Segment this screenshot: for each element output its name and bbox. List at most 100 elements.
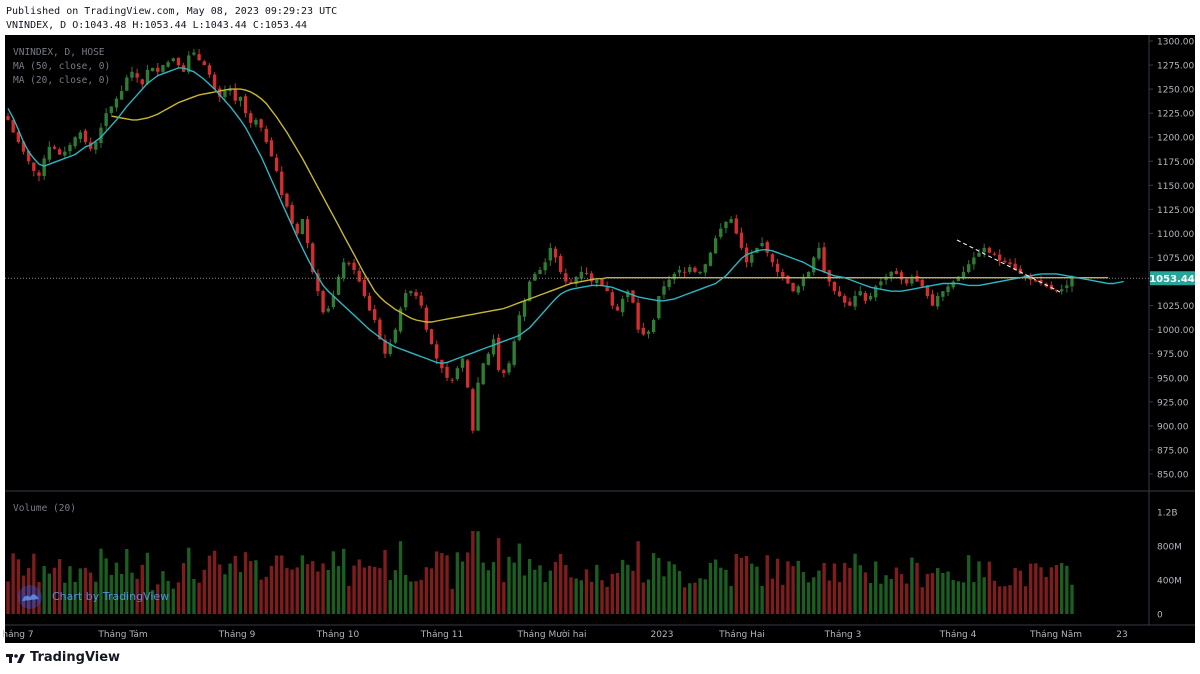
last-price-tag — [1150, 271, 1195, 286]
candle-body — [548, 247, 553, 261]
candle-body — [32, 162, 36, 171]
volume-bar — [641, 582, 645, 614]
volume-bar — [543, 582, 547, 614]
candle-body — [404, 293, 408, 308]
time-axis[interactable]: háng 7 Tháng Tám Tháng 9 Tháng 10 Tháng 11 Th… — [2, 629, 1127, 640]
candle-body — [326, 308, 330, 312]
candle-body — [863, 293, 868, 301]
price-tick-label: 1125.00 — [1157, 206, 1194, 216]
volume-bar — [512, 562, 516, 614]
volume-bar — [73, 581, 77, 614]
candle-body — [362, 279, 367, 296]
candle-body — [373, 309, 377, 321]
candle-body — [967, 264, 971, 273]
candle-body — [517, 315, 522, 341]
time-tick-label: 2023 — [651, 630, 674, 640]
candle-body — [574, 276, 578, 284]
candle-body — [393, 329, 398, 343]
volume-axis[interactable]: 1.2B 800M 400M 0 — [1157, 509, 1182, 621]
candle-body — [553, 248, 558, 258]
volume-bar — [1054, 565, 1059, 614]
candle-body — [770, 254, 775, 263]
price-axis[interactable]: 850.00 875.00 900.00 925.00 950.00 975.00 1000… — [1149, 38, 1194, 481]
candle-body — [631, 290, 635, 303]
volume-bar — [212, 550, 217, 614]
volume-bar — [729, 585, 733, 614]
volume-bar — [21, 575, 26, 614]
candle-body — [161, 65, 165, 72]
candle-body — [57, 149, 62, 155]
volume-bar — [497, 538, 501, 614]
candle-body — [724, 221, 728, 229]
time-tick-label: Tháng 4 — [939, 630, 977, 640]
legend-ma50[interactable]: MA (50, close, 0) — [13, 61, 110, 72]
volume-bar — [894, 567, 899, 614]
volume-bar — [600, 580, 604, 614]
candle-body — [843, 295, 847, 303]
volume-bar — [429, 568, 434, 614]
volume-bar — [982, 577, 986, 614]
footer[interactable]: TradingView — [6, 650, 120, 665]
candle-body — [646, 331, 651, 334]
volume-bar — [636, 541, 640, 614]
candle-body — [558, 256, 563, 272]
volume-bar — [987, 561, 992, 614]
candle-body — [1070, 278, 1074, 287]
time-tick-label: Tháng Tám — [97, 630, 147, 640]
legend-ma20[interactable]: MA (20, close, 0) — [13, 75, 110, 86]
volume-bar — [951, 580, 955, 614]
volume-bar — [657, 557, 661, 614]
volume-bar — [11, 553, 15, 614]
volume-bar — [414, 581, 418, 614]
footer-brand: TradingView — [30, 650, 121, 665]
candle-body — [615, 306, 620, 311]
volume-bar — [1029, 563, 1033, 614]
candle-body — [305, 219, 310, 244]
candle-body — [150, 67, 155, 72]
volume-bar — [367, 565, 372, 614]
candle-body — [445, 366, 449, 378]
candle-body — [342, 262, 346, 279]
volume-bar — [677, 570, 682, 614]
price-tick-label: 1150.00 — [1157, 182, 1194, 192]
volume-bar — [336, 566, 341, 614]
volume-tick-label: 800M — [1157, 543, 1182, 553]
ohlc-header: VNINDEX, D O:1043.48 H:1053.44 L:1043.44… — [6, 20, 308, 31]
candle-body — [698, 271, 702, 274]
volume-bar — [1034, 563, 1038, 614]
volume-bar — [972, 582, 976, 614]
volume-bar — [1018, 570, 1023, 614]
watermark[interactable]: Chart by TradingView — [18, 585, 169, 609]
time-tick-label: 23 — [1116, 630, 1127, 640]
candle-body — [941, 291, 945, 297]
candle-body — [1008, 262, 1012, 265]
candle-body — [889, 271, 893, 277]
legend-symbol[interactable]: VNINDEX, D, HOSE — [13, 47, 105, 58]
volume-bar — [708, 562, 713, 614]
volume-bar — [569, 577, 573, 614]
candle-body — [925, 285, 930, 296]
volume-bar — [760, 585, 764, 614]
price-tick-label: 1075.00 — [1157, 254, 1194, 264]
candle-body — [910, 276, 914, 284]
candle-body — [512, 341, 516, 365]
volume-bar — [83, 567, 88, 614]
volume-bar — [109, 574, 113, 614]
candle-body — [1013, 263, 1017, 271]
volume-bar — [254, 560, 258, 614]
volume-bar — [584, 569, 589, 614]
candle-body — [156, 67, 160, 72]
candle-body — [238, 96, 243, 101]
candle-body — [595, 279, 599, 283]
volume-bar — [930, 573, 935, 614]
volume-bar — [88, 572, 93, 614]
legend-volume[interactable]: Volume (20) — [13, 503, 76, 514]
candle-body — [259, 119, 263, 128]
volume-bar — [667, 561, 671, 614]
candle-body — [739, 232, 744, 248]
volume-bar — [1070, 584, 1074, 614]
candle-body — [435, 344, 439, 359]
trendline-annotation[interactable] — [956, 239, 1061, 293]
volume-bar — [233, 555, 237, 614]
